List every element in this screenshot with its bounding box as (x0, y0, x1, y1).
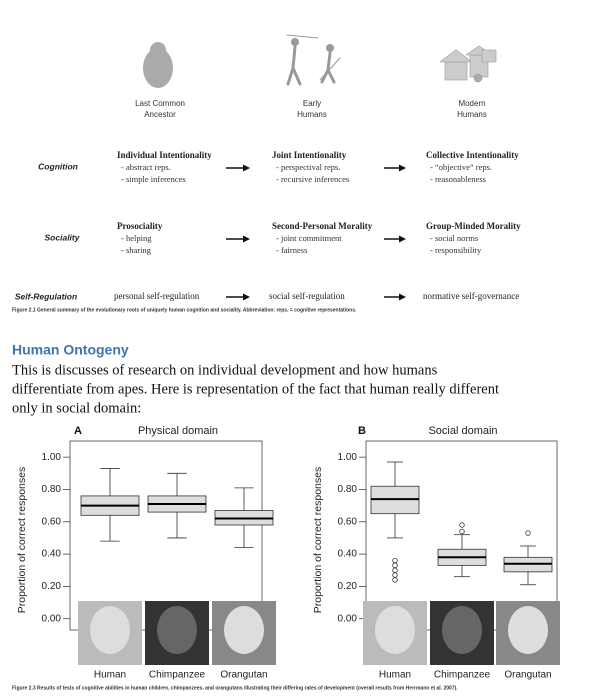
outlier (459, 528, 465, 535)
panel-letter: B (358, 425, 366, 437)
cell-item: - helping (121, 233, 152, 243)
x-tick-label: Human (94, 670, 126, 681)
column-label: Last Common (135, 99, 185, 108)
column-label: Early (303, 99, 321, 108)
arrow-head (399, 164, 406, 172)
body-text: Human Ontogeny This is discusses of resea… (12, 342, 499, 417)
y-tick-label: 0.80 (42, 484, 62, 495)
row-label: Cognition (38, 161, 78, 171)
photo-face (157, 606, 197, 654)
cell-item: - recursive inferences (276, 174, 349, 184)
cell-item: - joint commitment (276, 233, 342, 243)
photo-face (224, 606, 264, 654)
panel-letter: A (74, 425, 82, 437)
column-label: Ancestor (144, 110, 176, 119)
village-icon (439, 45, 497, 83)
paragraph-line: only in social domain: (12, 400, 141, 416)
y-tick-label: 0.60 (42, 516, 62, 527)
outlier (459, 522, 465, 528)
column-label: Humans (457, 110, 487, 119)
panel-title: Social domain (428, 425, 497, 437)
y-tick-label: 0.40 (338, 549, 358, 560)
paragraph-line: This is discusses of research on individ… (12, 362, 438, 378)
photo-face (90, 606, 130, 654)
y-tick-label: 0.80 (338, 484, 358, 495)
cell-item: - social norms (430, 233, 478, 243)
y-tick-label: 1.00 (338, 452, 358, 463)
figure-2-3: A Physical domain Proportion of correct re… (12, 425, 560, 691)
cell-item: - responsibility (430, 245, 482, 255)
x-tick-label: Chimpanzee (434, 670, 491, 681)
cell-title: Group-Minded Morality (426, 221, 521, 231)
cell-item: - reasonableness (430, 174, 486, 184)
cell-title: Individual Intentionality (117, 150, 212, 160)
caption: Figure 2.3 Results of tests of cognitive… (12, 685, 458, 691)
x-tick-label: Orangutan (504, 670, 551, 681)
cell-item: - “objective” reps. (430, 162, 492, 172)
paragraph-line: differentiate from apes. Here is represe… (12, 381, 499, 397)
y-tick-label: 1.00 (42, 452, 62, 463)
arrow-head (399, 235, 406, 243)
outlier (392, 562, 398, 569)
early-humans-icon (286, 34, 341, 86)
y-tick-label: 0.00 (42, 613, 62, 624)
photo-face (375, 606, 415, 654)
outlier (392, 567, 398, 573)
column-label: Humans (297, 110, 327, 119)
x-tick-label: Orangutan (220, 670, 267, 681)
x-tick-label: Human (379, 670, 411, 681)
y-tick-label: 0.20 (338, 581, 358, 592)
cell-title: Prosociality (117, 221, 163, 231)
cell-title: personal self-regulation (114, 291, 200, 301)
y-tick-label: 0.40 (42, 549, 62, 560)
y-axis-label: Proportion of correct responses (16, 467, 28, 614)
cell-item: - perspectival reps. (276, 162, 340, 172)
panel-title: Physical domain (138, 425, 218, 437)
cell-title: Collective Intentionality (426, 150, 519, 160)
row-label: Self-Regulation (15, 291, 77, 301)
column-label: Modern (458, 99, 485, 108)
arrow-head (399, 293, 406, 301)
photo-face (508, 606, 548, 654)
y-tick-label: 0.00 (338, 613, 358, 624)
heading: Human Ontogeny (12, 342, 129, 358)
caption: Figure 2.1 General summary of the evolut… (12, 307, 357, 313)
figure-2-1: Last Common Ancestor Early Humans Modern Huma… (12, 99, 521, 313)
cell-title: normative self-governance (423, 291, 519, 301)
cell-item: - sharing (121, 245, 152, 255)
arrow-head (243, 235, 250, 243)
arrow-head (243, 164, 250, 172)
outlier (392, 572, 398, 578)
y-tick-label: 0.20 (42, 581, 62, 592)
outlier (392, 577, 398, 583)
x-tick-label: Chimpanzee (149, 670, 206, 681)
y-axis-label: Proportion of correct responses (312, 467, 324, 614)
outlier (392, 557, 398, 564)
cell-item: - abstract reps. (121, 162, 171, 172)
cell-title: Second-Personal Morality (272, 221, 373, 231)
cell-item: - simple inferences (121, 174, 186, 184)
arrow-head (243, 293, 250, 301)
cell-title: social self-regulation (269, 291, 345, 301)
photo-face (442, 606, 482, 654)
row-label: Sociality (45, 232, 81, 242)
cell-title: Joint Intentionality (272, 150, 347, 160)
y-tick-label: 0.60 (338, 516, 358, 527)
outlier (525, 530, 531, 536)
cell-item: - fairness (276, 245, 307, 255)
ape-icon (143, 42, 173, 88)
